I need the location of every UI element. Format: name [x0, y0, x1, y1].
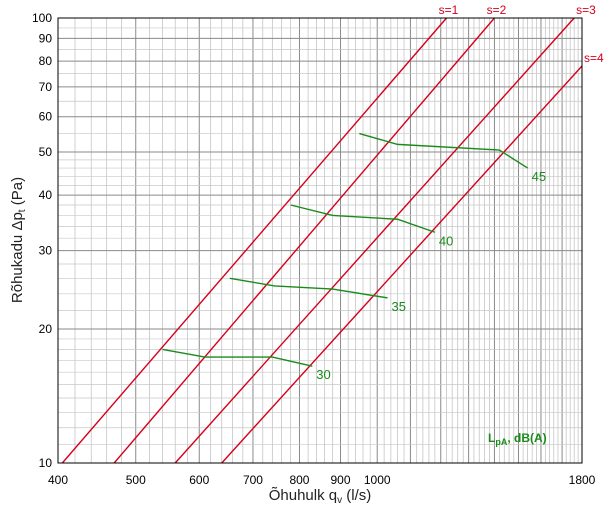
system-curve: [61, 17, 448, 464]
system-curve-label: s=2: [487, 3, 507, 17]
noise-curve: [162, 348, 313, 367]
x-tick-label: 800: [289, 473, 309, 487]
x-tick-label: 1800: [569, 473, 596, 487]
y-tick-label: 50: [39, 145, 53, 159]
noise-curve-label: 40: [439, 233, 453, 248]
y-tick-label: 80: [39, 54, 53, 68]
x-tick-label: 700: [243, 473, 263, 487]
system-curve: [221, 65, 583, 464]
y-tick-label: 20: [39, 322, 53, 336]
y-tick-label: 70: [39, 80, 53, 94]
noise-curve-label: 45: [532, 169, 546, 184]
y-tick-label: 10: [39, 456, 53, 470]
noise-curve-label: 30: [316, 367, 330, 382]
data-series: s=1 s=2 s=3 s=4 30 35 40 45: [61, 3, 604, 464]
x-axis-label: Õhuhulk qv (l/s): [269, 487, 372, 506]
x-tick-label: 900: [331, 473, 351, 487]
y-tick-label: 40: [39, 188, 53, 202]
system-curve-label: s=3: [576, 3, 596, 17]
plot-frame: [57, 17, 583, 464]
system-curve-label: s=1: [439, 3, 459, 17]
y-tick-label: 100: [32, 11, 52, 25]
grid: [57, 17, 583, 464]
system-curve-label: s=4: [584, 51, 604, 65]
legend-label: LpA, dB(A): [488, 431, 547, 447]
y-axis-label: Rõhukadu Δpt (Pa): [9, 177, 28, 303]
y-tick-label: 30: [39, 244, 53, 258]
system-curve: [174, 17, 575, 464]
system-curve: [113, 17, 495, 464]
y-tick-label: 60: [39, 110, 53, 124]
x-tick-label: 400: [48, 473, 68, 487]
tick-labels: 400 500 600 700 800 900 1000 1800 10 20 30 40 50 60 70…: [32, 11, 596, 487]
x-tick-label: 1000: [364, 473, 391, 487]
x-tick-label: 500: [126, 473, 146, 487]
noise-curve: [229, 277, 388, 299]
x-tick-label: 600: [189, 473, 209, 487]
noise-curve: [290, 204, 436, 233]
noise-curve: [359, 132, 529, 169]
y-tick-label: 90: [39, 31, 53, 45]
noise-curve-label: 35: [392, 299, 406, 314]
